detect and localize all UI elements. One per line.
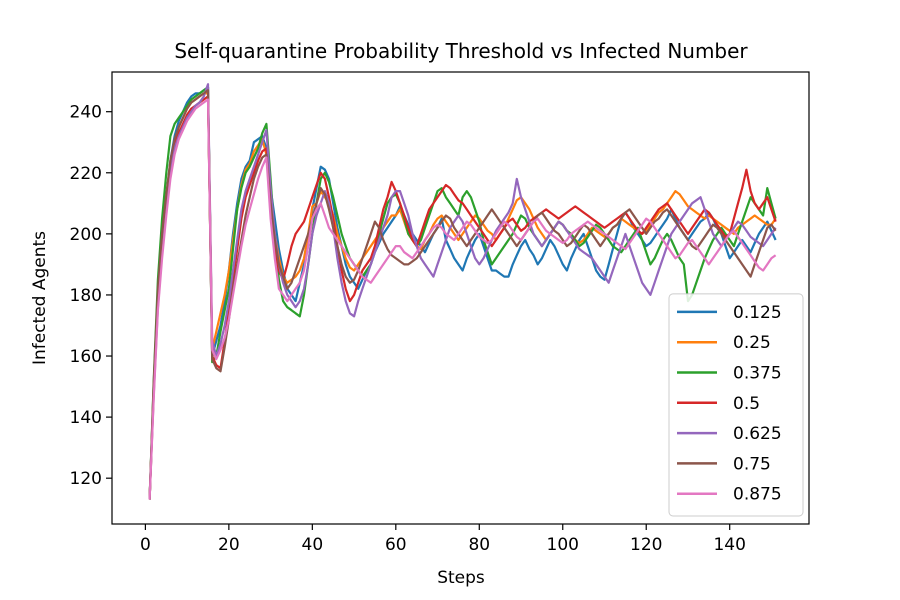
legend-label-0.75: 0.75: [733, 454, 771, 474]
plot-lines: [148, 83, 777, 500]
y-axis-label: Infected Agents: [30, 231, 50, 365]
x-tick-label: 100: [547, 535, 579, 555]
series-line-0.625: [148, 83, 777, 500]
series-line-0.375: [148, 86, 777, 500]
y-tick-label: 160: [70, 347, 102, 367]
plot-frame: [111, 71, 810, 525]
legend-box: [668, 293, 804, 517]
x-tick-label: 40: [302, 535, 324, 555]
x-tick-label: 0: [140, 535, 151, 555]
legend-label-0.875: 0.875: [733, 485, 782, 505]
series-line-0.25: [148, 92, 777, 500]
x-tick-label: 140: [713, 535, 745, 555]
legend-label-0.5: 0.5: [733, 394, 760, 414]
legend-label-0.25: 0.25: [733, 333, 771, 353]
y-tick-label: 120: [70, 469, 102, 489]
y-tick-label: 240: [70, 103, 102, 123]
y-tick-label: 180: [70, 286, 102, 306]
series-line-0.875: [148, 98, 777, 500]
legend-label-0.625: 0.625: [733, 424, 782, 444]
legend: 0.125 0.25 0.375 0.5 0.625 0.75 0.875: [668, 293, 804, 517]
legend-label-0.125: 0.125: [733, 303, 782, 323]
y-axis: 120 140 160 180 200 220 240: [70, 103, 112, 489]
y-tick-label: 200: [70, 225, 102, 245]
x-axis-label: Steps: [437, 568, 485, 588]
y-tick-label: 140: [70, 408, 102, 428]
x-axis: 0 20 40 60 80 100 120 140: [140, 524, 746, 555]
x-tick-label: 120: [630, 535, 662, 555]
series-line-0.5: [148, 95, 777, 500]
x-tick-label: 60: [385, 535, 407, 555]
y-tick-label: 220: [70, 164, 102, 184]
series-line-0.75: [148, 89, 777, 500]
chart-title: Self-quarantine Probability Threshold vs…: [174, 39, 748, 63]
legend-label-0.375: 0.375: [733, 364, 782, 384]
x-tick-label: 80: [468, 535, 490, 555]
x-tick-label: 20: [218, 535, 240, 555]
